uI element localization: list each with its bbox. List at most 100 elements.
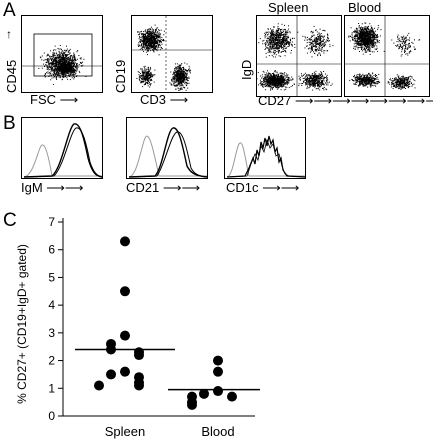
event-dot [172,84,174,86]
event-dot [281,84,283,86]
event-dot [313,82,315,83]
event-dot [273,41,275,43]
event-dot [181,63,183,65]
event-dot [320,77,322,79]
event-dot [162,40,164,42]
event-dot [377,27,379,29]
event-dot [151,44,153,46]
event-dot [278,75,280,77]
event-dot [65,56,67,57]
event-dot [55,74,56,76]
event-dot [69,57,71,59]
plot1-x-label-text: FSC [30,92,56,107]
event-dot [321,45,323,46]
event-dot [147,44,149,46]
event-dot [264,43,266,44]
event-dot [75,72,77,74]
event-dot [64,60,66,62]
event-dot [76,66,78,68]
event-dot [278,75,280,77]
event-dot [318,80,320,82]
event-dot [64,73,66,75]
event-dot [59,59,61,61]
event-dot [316,49,318,50]
event-dot [291,79,293,81]
event-dot [142,35,144,37]
event-dot [311,81,313,83]
event-dot [179,83,180,85]
event-dot [63,73,65,75]
event-dot [309,80,311,82]
event-dot [146,69,148,71]
event-dot [278,30,280,32]
event-dot [76,68,78,70]
event-dot [310,80,312,82]
event-dot [303,81,305,83]
event-dot [156,32,158,34]
event-dot [69,58,71,60]
event-dot [275,51,277,52]
event-dot [327,37,329,39]
event-dot [266,84,268,86]
event-dot [321,83,323,85]
event-dot [274,43,276,45]
event-dot [181,75,183,77]
event-dot [51,77,53,79]
event-dot [149,43,151,45]
event-dot [145,36,146,38]
event-dot [275,82,277,84]
event-dot [281,42,283,44]
event-dot [324,77,326,79]
event-dot [62,61,63,63]
event-dot [147,70,149,72]
event-dot [322,45,324,47]
event-dot [75,62,77,64]
event-dot [62,74,64,76]
event-dot [309,76,311,77]
event-dot [143,34,144,36]
event-dot [364,48,366,50]
event-dot [311,77,313,79]
event-dot [306,78,308,80]
event-dot [282,42,284,44]
event-dot [318,85,320,87]
event-dot [177,67,179,69]
event-dot [315,73,317,75]
event-dot [69,63,71,65]
event-dot [49,75,51,77]
event-dot [71,63,73,65]
event-dot [185,72,187,74]
event-dot [143,39,145,41]
event-dot [53,77,55,79]
event-dot [314,81,316,83]
event-dot [301,75,303,77]
event-dot [145,80,146,82]
event-dot [285,42,287,44]
event-dot [285,31,287,33]
event-dot [270,36,272,38]
event-dot [278,36,280,37]
event-dot [288,45,290,47]
event-dot [60,57,62,59]
event-dot [275,44,277,46]
event-dot [262,84,264,85]
event-dot [162,39,164,41]
event-dot [316,42,318,44]
plot1-y-label: CD45 [4,59,19,93]
event-dot [269,73,271,75]
event-dot [178,81,180,83]
event-dot [312,79,314,81]
event-dot [141,70,143,72]
event-dot [185,69,187,71]
event-dot [65,68,67,70]
event-dot [182,73,184,75]
event-dot [74,54,76,56]
event-dot [264,79,266,81]
event-dot [147,32,148,34]
event-dot [139,40,141,42]
event-dot [281,76,283,78]
event-dot [284,40,286,42]
event-dot [50,68,52,70]
event-dot [273,81,275,83]
event-dot [306,52,308,54]
